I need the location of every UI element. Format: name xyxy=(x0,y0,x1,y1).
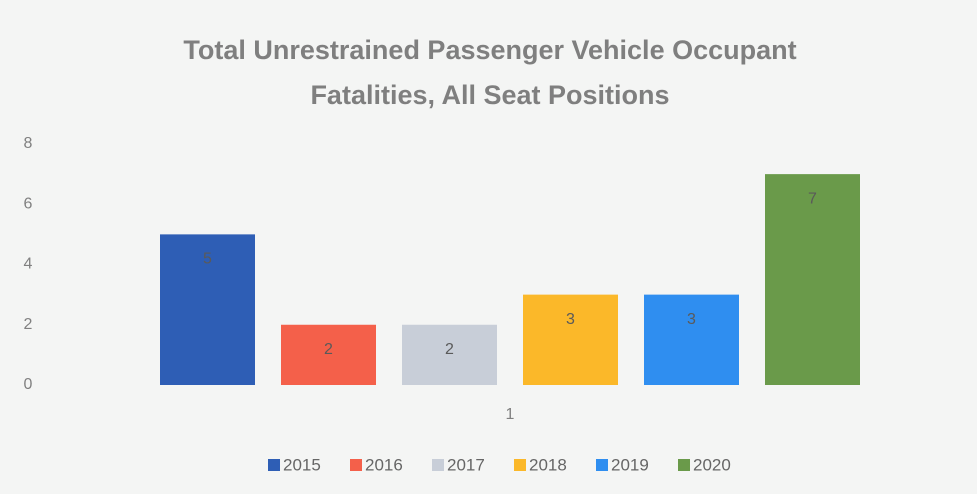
data-label: 3 xyxy=(687,311,696,328)
data-label: 3 xyxy=(566,311,575,328)
legend-label: 2015 xyxy=(283,455,321,474)
data-label: 2 xyxy=(445,341,454,358)
legend-swatch xyxy=(596,459,608,471)
legend-swatch xyxy=(268,459,280,471)
legend-label: 2018 xyxy=(529,455,567,474)
y-tick-label: 0 xyxy=(24,376,33,393)
data-label: 2 xyxy=(324,341,333,358)
y-tick-label: 6 xyxy=(24,195,33,212)
legend-swatch xyxy=(432,459,444,471)
data-label: 5 xyxy=(203,251,212,268)
bar xyxy=(160,234,255,385)
bar xyxy=(402,324,497,385)
x-tick-label: 1 xyxy=(506,406,515,423)
y-tick-label: 4 xyxy=(24,256,33,273)
legend-label: 2017 xyxy=(447,455,485,474)
y-tick-label: 2 xyxy=(24,316,33,333)
bar xyxy=(765,174,860,385)
bar xyxy=(281,324,376,385)
y-tick-label: 8 xyxy=(24,135,33,152)
data-label: 7 xyxy=(808,190,817,207)
legend-swatch xyxy=(514,459,526,471)
bar xyxy=(523,294,618,385)
legend-label: 2016 xyxy=(365,455,403,474)
bar xyxy=(644,294,739,385)
legend-swatch xyxy=(350,459,362,471)
chart-title: Total Unrestrained Passenger Vehicle Occ… xyxy=(183,35,797,110)
legend-swatch xyxy=(678,459,690,471)
legend-label: 2019 xyxy=(611,455,649,474)
legend-label: 2020 xyxy=(693,455,731,474)
